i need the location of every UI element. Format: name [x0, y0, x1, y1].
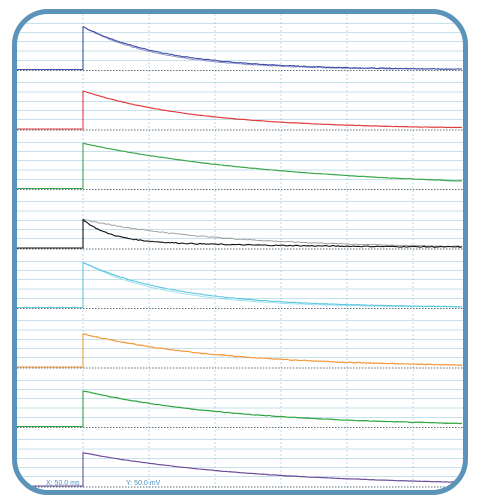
series-line	[17, 142, 463, 190]
trace-plot	[17, 14, 463, 490]
series-line	[17, 333, 463, 368]
series-line	[17, 390, 463, 428]
series-line	[17, 90, 463, 130]
series-line-secondary	[17, 90, 463, 130]
series-line-secondary	[17, 333, 463, 368]
series-line-secondary	[17, 390, 463, 427]
series-line-secondary	[17, 218, 463, 249]
series-line	[17, 26, 463, 71]
series-line	[17, 452, 463, 487]
y-scale-label: Y: 50.0 mV	[126, 480, 161, 487]
series-line	[17, 218, 463, 249]
oscilloscope-frame: X: 50.0 ms Y: 50.0 mV	[12, 9, 468, 495]
series-line-secondary	[17, 261, 463, 308]
series-line	[17, 261, 463, 309]
x-scale-label: X: 50.0 ms	[46, 480, 80, 487]
series-line-secondary	[17, 142, 463, 189]
